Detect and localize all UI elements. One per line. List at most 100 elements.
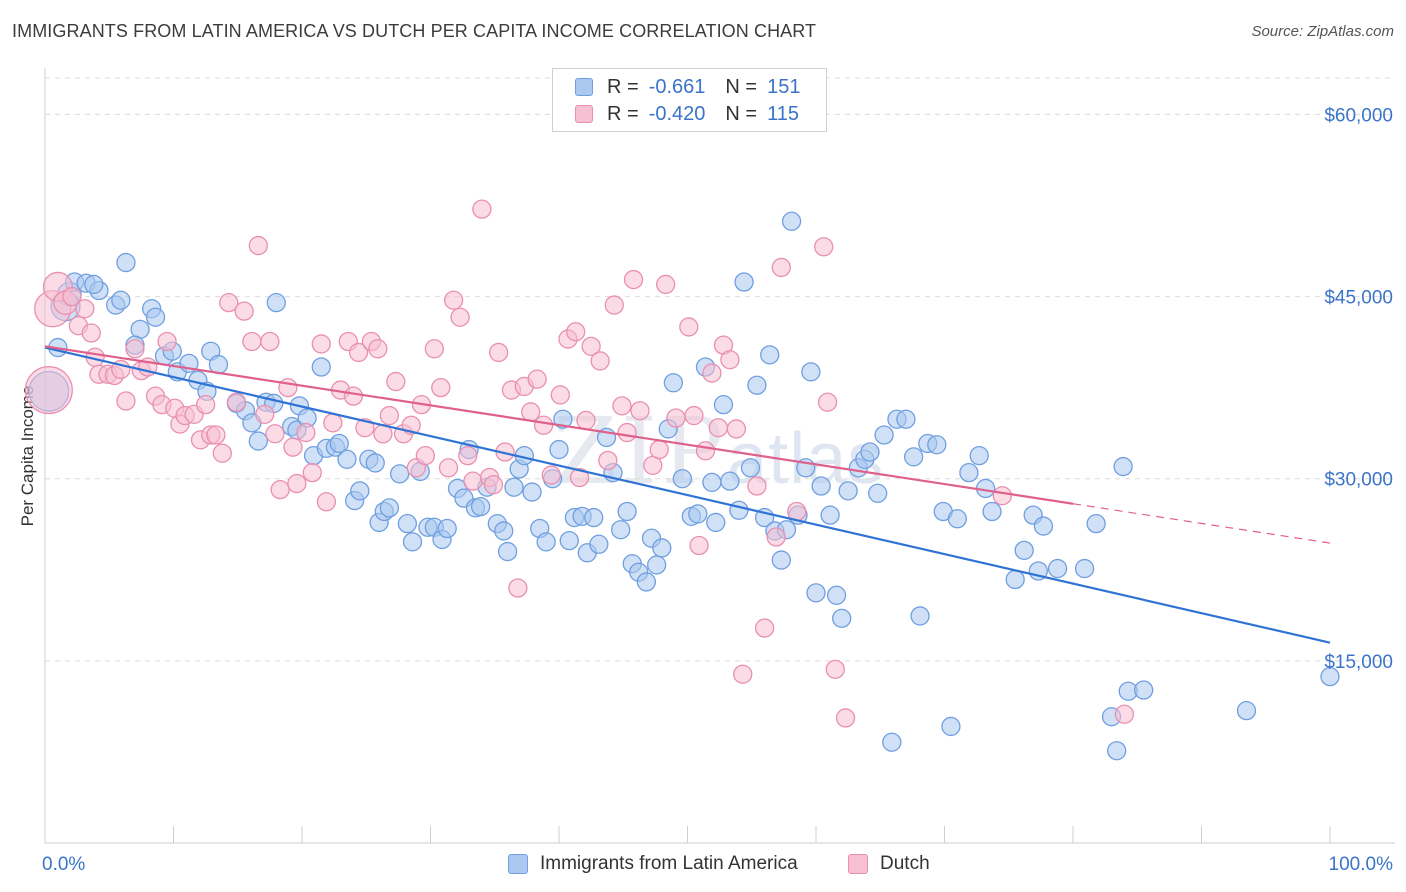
- immigrants-point: [927, 435, 947, 455]
- dutch-point: [81, 323, 101, 343]
- dutch-point: [24, 366, 73, 415]
- dutch-point: [157, 331, 177, 352]
- immigrants-point: [832, 608, 852, 629]
- dutch-point: [463, 471, 483, 491]
- dutch-point: [283, 437, 303, 457]
- immigrants-point: [402, 532, 423, 552]
- chart-title: IMMIGRANTS FROM LATIN AMERICA VS DUTCH P…: [12, 21, 817, 41]
- legend-r-value: -0.420: [648, 102, 706, 125]
- immigrants-point: [826, 585, 847, 605]
- dutch-point: [368, 339, 388, 359]
- dutch-point: [604, 295, 624, 315]
- y-tick-label: $45,000: [1324, 288, 1393, 309]
- dutch-point: [219, 292, 239, 313]
- dutch-point: [62, 286, 82, 307]
- dutch-point: [125, 339, 145, 359]
- dutch-point: [733, 664, 753, 684]
- immigrants-point: [1074, 558, 1095, 579]
- dutch-point: [754, 618, 775, 638]
- dutch-point: [458, 445, 478, 466]
- immigrants-point: [1005, 569, 1025, 590]
- immigrants-point: [702, 472, 722, 493]
- y-tick-label: $15,000: [1324, 652, 1393, 673]
- dutch-point: [825, 659, 845, 680]
- dutch-point: [533, 415, 554, 435]
- immigrants-point: [494, 521, 514, 541]
- immigrants-point: [896, 409, 916, 429]
- immigrants-point: [1107, 741, 1127, 761]
- immigrants-point: [248, 431, 268, 451]
- dutch-point: [431, 377, 451, 398]
- dutch-point: [424, 339, 445, 359]
- immigrants-point: [584, 507, 604, 528]
- dutch-point: [206, 425, 226, 445]
- immigrants-point: [559, 530, 579, 551]
- legend-n-label: N =: [725, 75, 758, 98]
- immigrants-point: [329, 433, 349, 454]
- immigrants-point: [941, 716, 961, 737]
- immigrants-point: [874, 425, 894, 445]
- immigrants-point: [838, 481, 858, 501]
- immigrants-point: [811, 476, 831, 496]
- immigrants-point: [1047, 558, 1068, 579]
- dutch-point: [771, 257, 791, 278]
- dutch-point: [195, 394, 216, 415]
- dutch-point: [415, 445, 436, 466]
- legend-r-label: R =: [607, 102, 639, 125]
- dutch-point: [302, 462, 322, 483]
- immigrants-point: [84, 274, 104, 295]
- dutch-point: [355, 418, 375, 438]
- dutch-point: [656, 274, 676, 295]
- immigrants-point: [522, 482, 542, 502]
- legend-swatch-pink: [575, 105, 593, 123]
- immigrants-trend-line: [44, 346, 1331, 644]
- immigrants-point: [740, 458, 761, 478]
- dutch-point: [581, 336, 601, 357]
- immigrants-point: [969, 445, 989, 466]
- legend-item-immigrants[interactable]: Immigrants from Latin America: [508, 852, 798, 876]
- immigrants-point: [553, 409, 573, 429]
- dutch-point: [576, 410, 596, 431]
- dutch-point: [472, 199, 492, 219]
- legend-n-value: 151: [767, 75, 801, 98]
- immigrants-point: [760, 345, 780, 365]
- dutch-point: [550, 385, 570, 405]
- immigrants-point: [116, 252, 136, 273]
- legend-swatch-blue: [575, 78, 593, 96]
- immigrants-point: [379, 498, 400, 518]
- immigrants-point: [549, 439, 569, 460]
- immigrants-point: [820, 505, 840, 525]
- immigrants-point: [860, 442, 880, 462]
- dutch-point: [488, 342, 509, 363]
- immigrants-point: [1236, 700, 1257, 721]
- immigrants-point: [652, 538, 672, 558]
- immigrants-point: [771, 550, 791, 570]
- legend-item-dutch[interactable]: Dutch: [848, 852, 930, 876]
- dutch-point: [992, 486, 1012, 506]
- dutch-point: [450, 307, 470, 327]
- immigrants-point: [781, 211, 802, 231]
- legend-label-dutch: Dutch: [880, 853, 930, 874]
- dutch-point: [212, 443, 232, 463]
- x-tick-label-min: 0.0%: [42, 854, 85, 875]
- immigrants-point: [337, 449, 357, 469]
- source-credit: Source: ZipAtlas.com: [1251, 23, 1394, 40]
- dutch-point: [287, 473, 307, 494]
- dutch-point: [766, 527, 786, 547]
- dutch-point: [278, 377, 298, 398]
- immigrants-point: [688, 504, 708, 524]
- immigrants-point: [145, 307, 166, 327]
- dutch-point: [226, 392, 247, 412]
- immigrants-point: [589, 534, 609, 554]
- legend-r-value: -0.661: [648, 75, 706, 98]
- immigrants-point: [617, 501, 637, 522]
- immigrants-point: [904, 447, 924, 467]
- dutch-point: [116, 391, 136, 411]
- dutch-trend-line: [44, 345, 1074, 505]
- immigrants-point: [882, 732, 902, 752]
- dutch-point: [702, 363, 722, 383]
- dutch-point: [835, 708, 856, 728]
- dutch-point: [386, 371, 406, 392]
- legend-r-label: R =: [607, 75, 639, 98]
- immigrants-point: [1086, 513, 1106, 534]
